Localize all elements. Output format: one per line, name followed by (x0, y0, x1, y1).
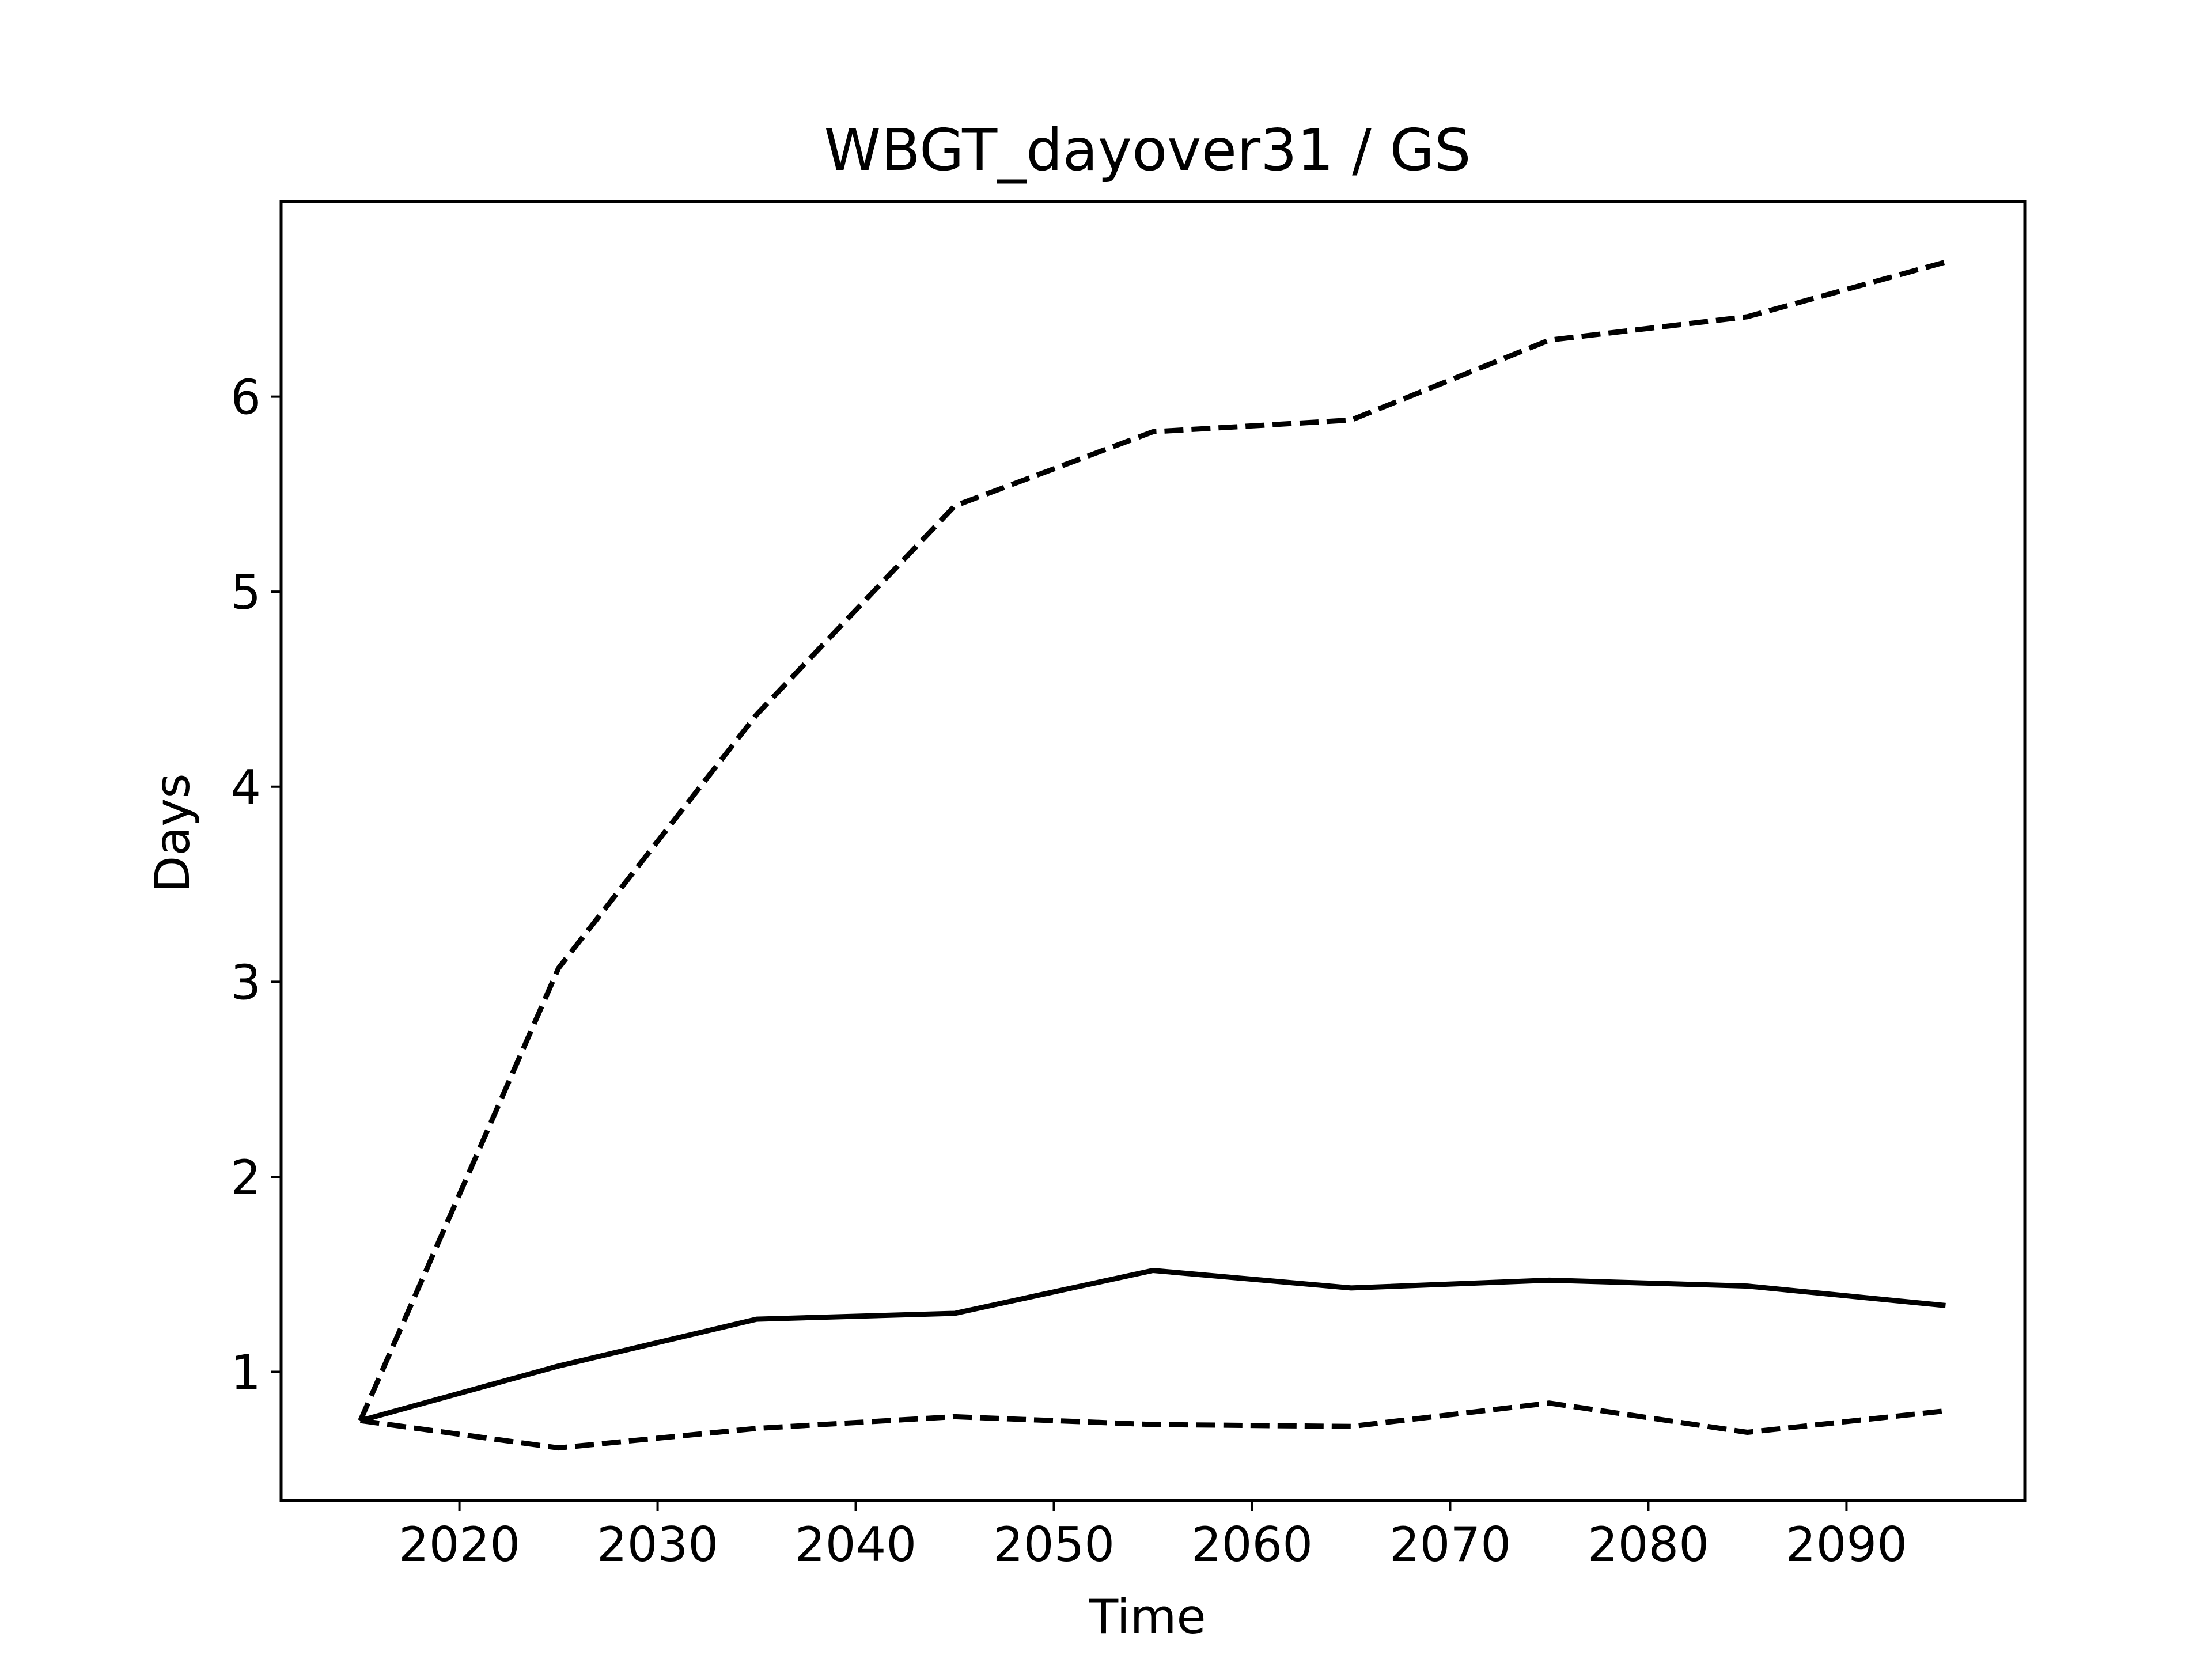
x-tick-label: 2020 (399, 1517, 520, 1573)
y-tick-label: 5 (230, 565, 261, 620)
y-tick-label: 1 (230, 1345, 261, 1401)
x-tick-label: 2090 (1786, 1517, 1907, 1573)
y-axis-ticks: 1 2 3 4 5 6 (230, 370, 281, 1401)
x-tick-label: 2030 (597, 1517, 718, 1573)
chart-title: WBGT_dayover31 / GS (824, 116, 1471, 184)
series-line-2-solid (359, 1268, 1946, 1423)
series-line-1-dashed (358, 259, 1946, 1422)
y-tick-label: 2 (230, 1150, 261, 1206)
x-tick-label: 2070 (1389, 1517, 1511, 1573)
x-tick-label: 2080 (1588, 1517, 1709, 1573)
x-tick-label: 2060 (1191, 1517, 1313, 1573)
y-tick-label: 3 (230, 955, 261, 1010)
y-tick-label: 4 (230, 760, 261, 816)
series-line-3-dashed (359, 1400, 1946, 1451)
x-tick-label: 2050 (993, 1517, 1115, 1573)
x-axis-label: Time (1088, 1589, 1206, 1645)
plot-area-frame (279, 200, 2027, 1502)
y-tick-label: 6 (230, 370, 261, 426)
y-axis-label: Days (145, 773, 200, 892)
series-layer (358, 259, 1946, 1451)
x-tick-label: 2040 (795, 1517, 916, 1573)
x-axis-ticks: 2020 2030 2040 2050 2060 2070 2080 2090 (399, 1501, 1907, 1573)
